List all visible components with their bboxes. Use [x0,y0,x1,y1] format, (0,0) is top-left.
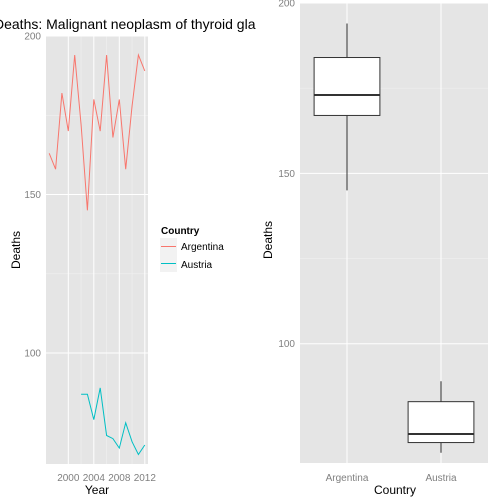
legend-title: Country [161,226,200,237]
box-y-axis: 100 150 200 [278,0,295,350]
line-y-axis-title: Deaths [9,231,23,269]
boxplot-argentina [313,23,381,191]
box-iqr [313,57,381,116]
legend-label-austria: Austria [181,260,213,271]
box-chart: 100 150 200 Argentina Austria Country De… [261,0,488,497]
line-chart-title: Deaths: Malignant neoplasm of thyroid gl… [0,16,256,32]
line-y-tick-label: 150 [24,190,41,201]
line-x-tick-label: 2012 [134,473,157,484]
box-y-axis-title: Deaths [261,221,275,259]
series-line-austria [81,387,146,456]
box-y-tick-label: 200 [278,0,295,10]
line-gridlines [46,35,148,464]
line-y-tick-label: 200 [24,32,41,43]
box-iqr [407,401,475,444]
line-chart: Deaths: Malignant neoplasm of thyroid gl… [0,16,256,497]
line-y-axis: 100 150 200 [24,32,41,360]
boxplot-austria [407,381,475,453]
line-x-tick-label: 2008 [108,473,131,484]
box-x-tick-label: Argentina [326,473,369,484]
line-x-axis: 2000 2004 2008 2012 [57,473,156,484]
line-y-tick-label: 100 [24,349,41,360]
box-x-axis-title: Country [374,483,416,497]
box-x-axis: Argentina Austria [326,473,457,484]
box-y-tick-label: 150 [278,169,295,180]
box-x-tick-label: Austria [425,473,457,484]
box-series-group [313,23,475,453]
legend: Country Argentina Austria [160,226,224,272]
series-line-argentina [48,53,146,211]
line-x-axis-title: Year [85,483,109,497]
box-y-tick-label: 100 [278,339,295,350]
legend-label-argentina: Argentina [181,242,224,253]
line-x-tick-label: 2004 [83,473,106,484]
line-x-tick-label: 2000 [57,473,80,484]
line-panel-background [46,36,148,464]
line-series-group [48,53,146,456]
